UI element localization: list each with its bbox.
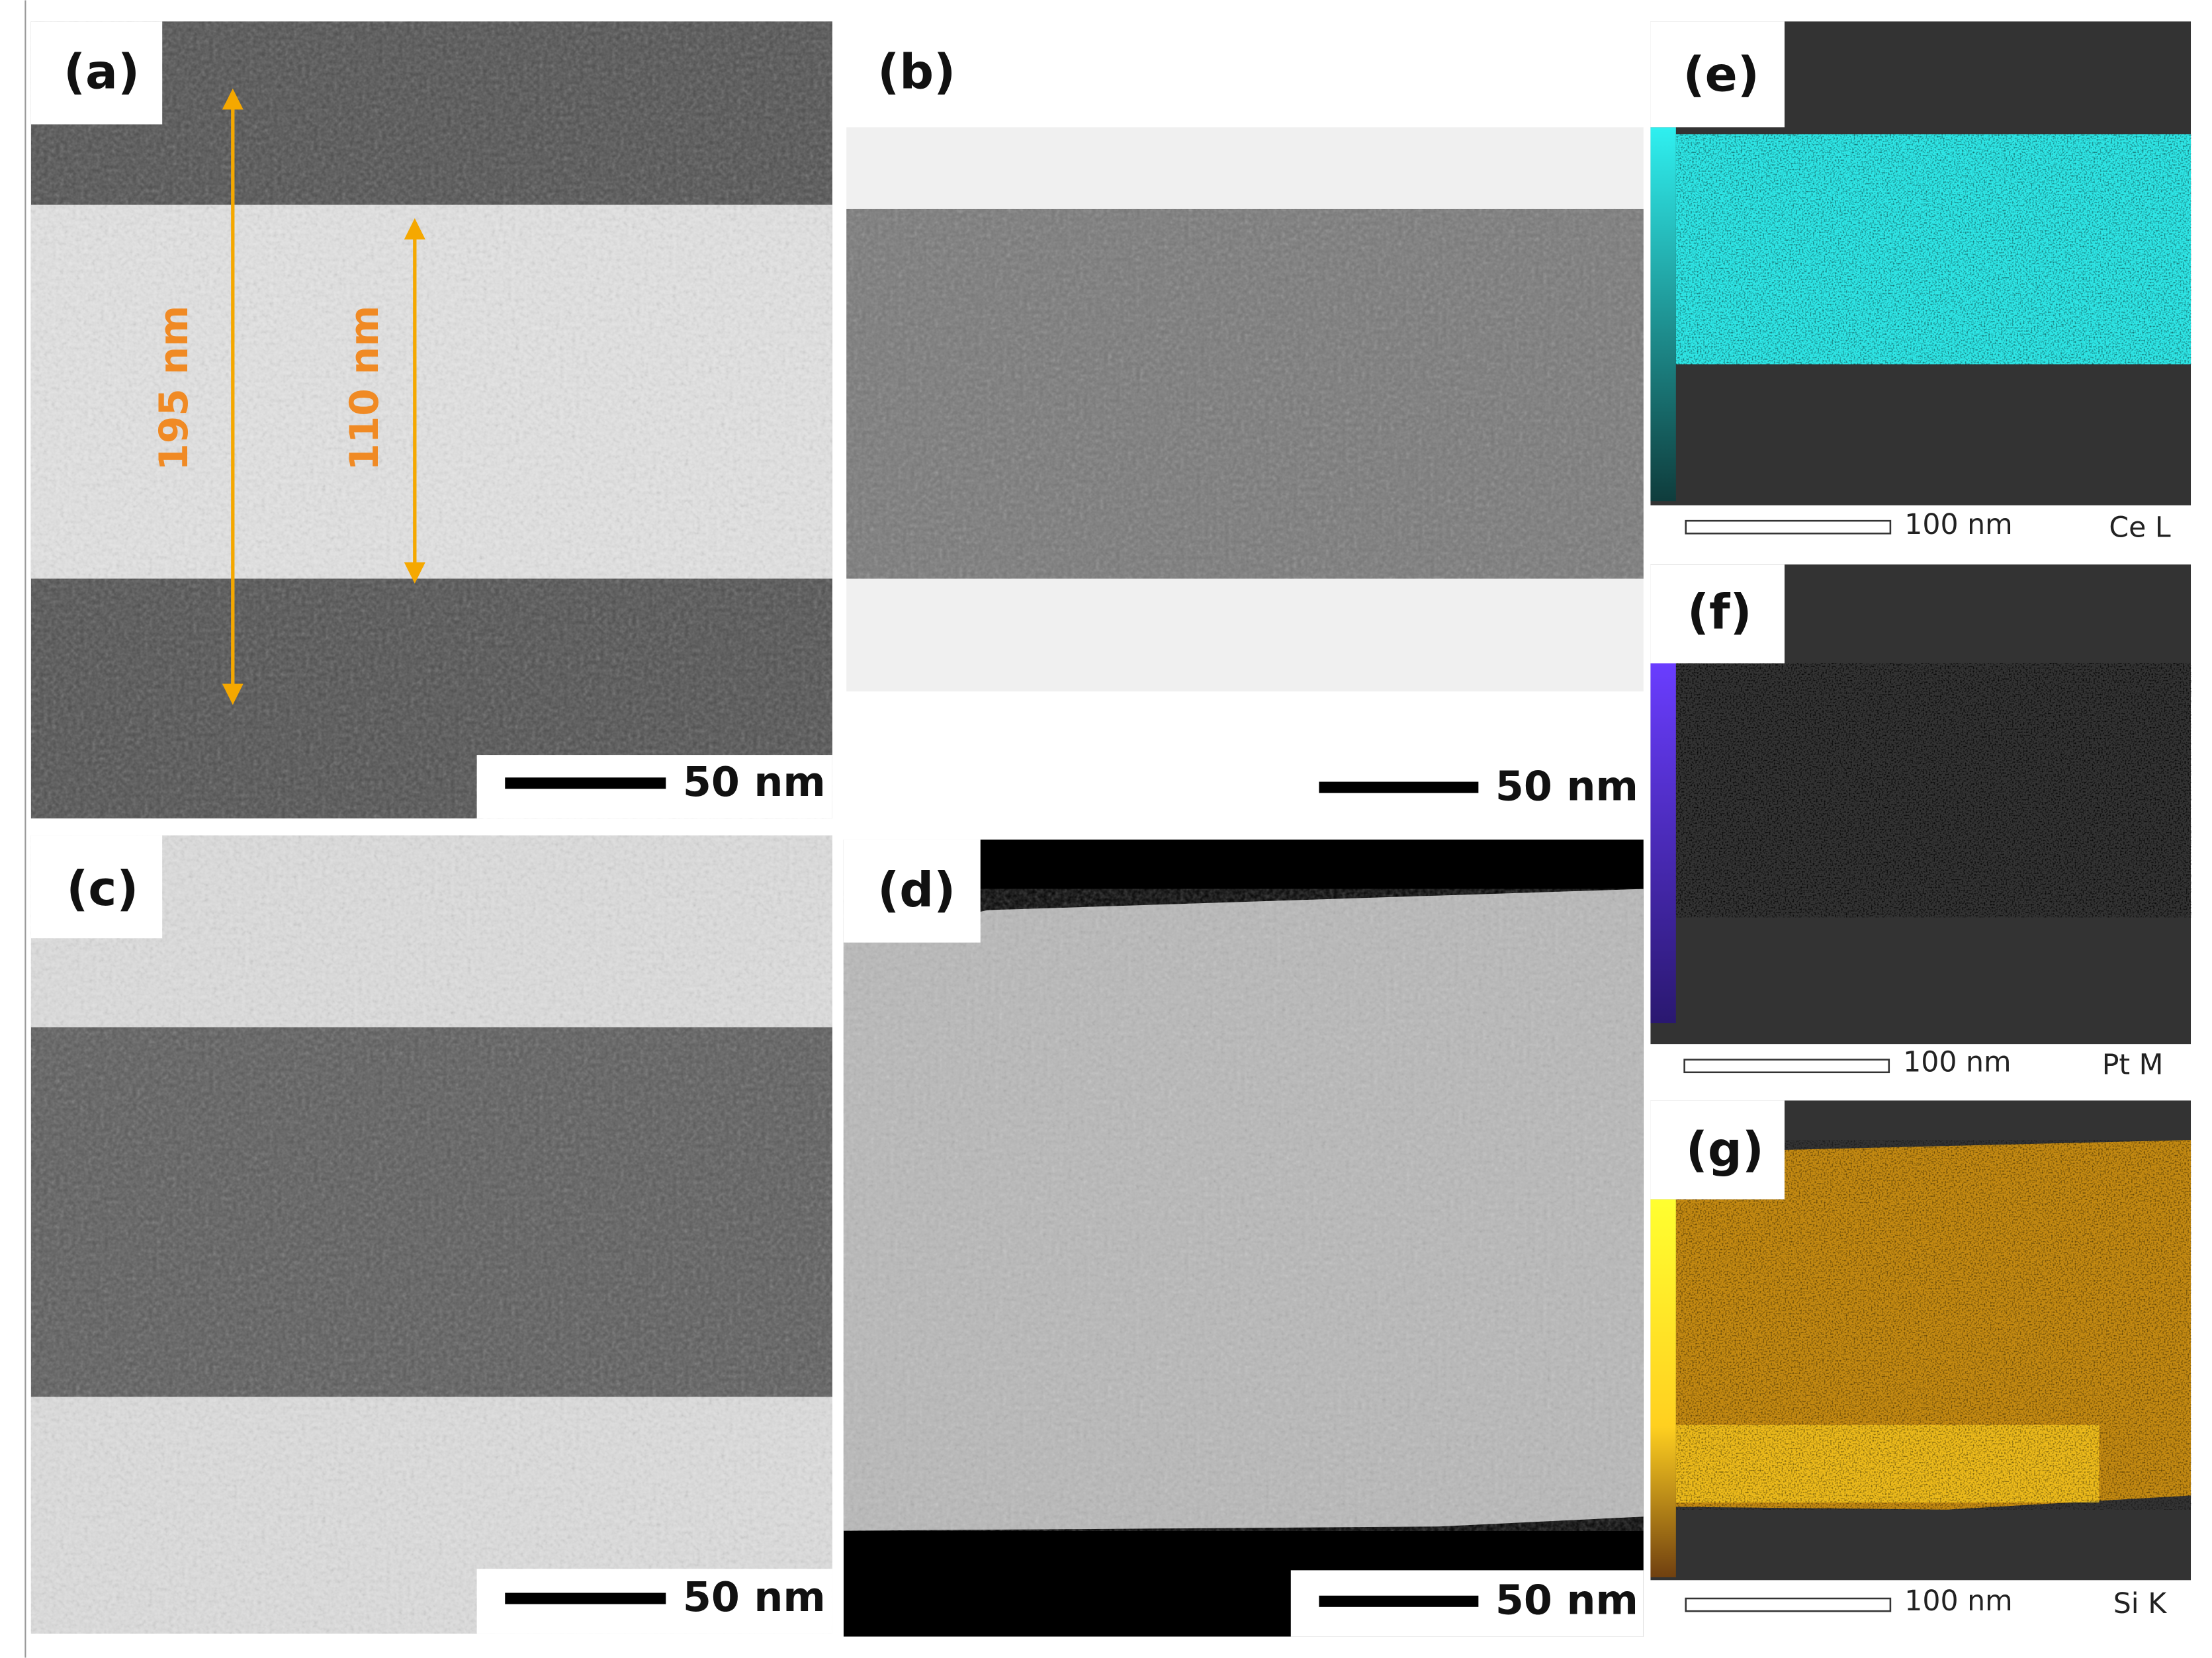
element-label: Si K [2113, 1587, 2167, 1620]
panel-label: (f) [1687, 585, 1752, 640]
scale-bar-label: 50 nm [683, 758, 826, 806]
panel-e: (e) 100 nm Ce L [1650, 21, 2191, 544]
scale-bar-label: 50 nm [1495, 762, 1638, 810]
panel-c: (c) 50 nm [30, 835, 832, 1634]
panel-label: (c) [66, 861, 138, 917]
panel-label: (g) [1686, 1122, 1764, 1178]
panel-f: (f) 100 nm Pt M [1650, 564, 2191, 1082]
panel-label: (e) [1683, 48, 1759, 103]
scale-bar-label: 50 nm [1495, 1576, 1638, 1624]
panel-d: (d) 50 nm [843, 839, 1644, 1637]
annotation: 195 nm [152, 306, 197, 471]
scale-bar-label: 100 nm [1904, 1585, 2012, 1618]
panel-g: (g) 100 nm Si K [1650, 1100, 2191, 1620]
panel-b: (b) 50 nm [846, 21, 1644, 840]
annotation: 110 nm [342, 306, 388, 471]
panel-label: (a) [64, 44, 140, 100]
element-label: Ce L [2109, 511, 2171, 544]
element-label: Pt M [2102, 1049, 2164, 1082]
scale-bar-label: 50 nm [683, 1573, 826, 1621]
scale-bar-label: 100 nm [1903, 1045, 2011, 1078]
panel-label: (b) [877, 44, 955, 100]
scale-bar-label: 100 nm [1904, 508, 2012, 541]
panel-label: (d) [877, 863, 955, 918]
panel-a: (a) 195 nm 110 nm 50 nm [30, 21, 832, 819]
